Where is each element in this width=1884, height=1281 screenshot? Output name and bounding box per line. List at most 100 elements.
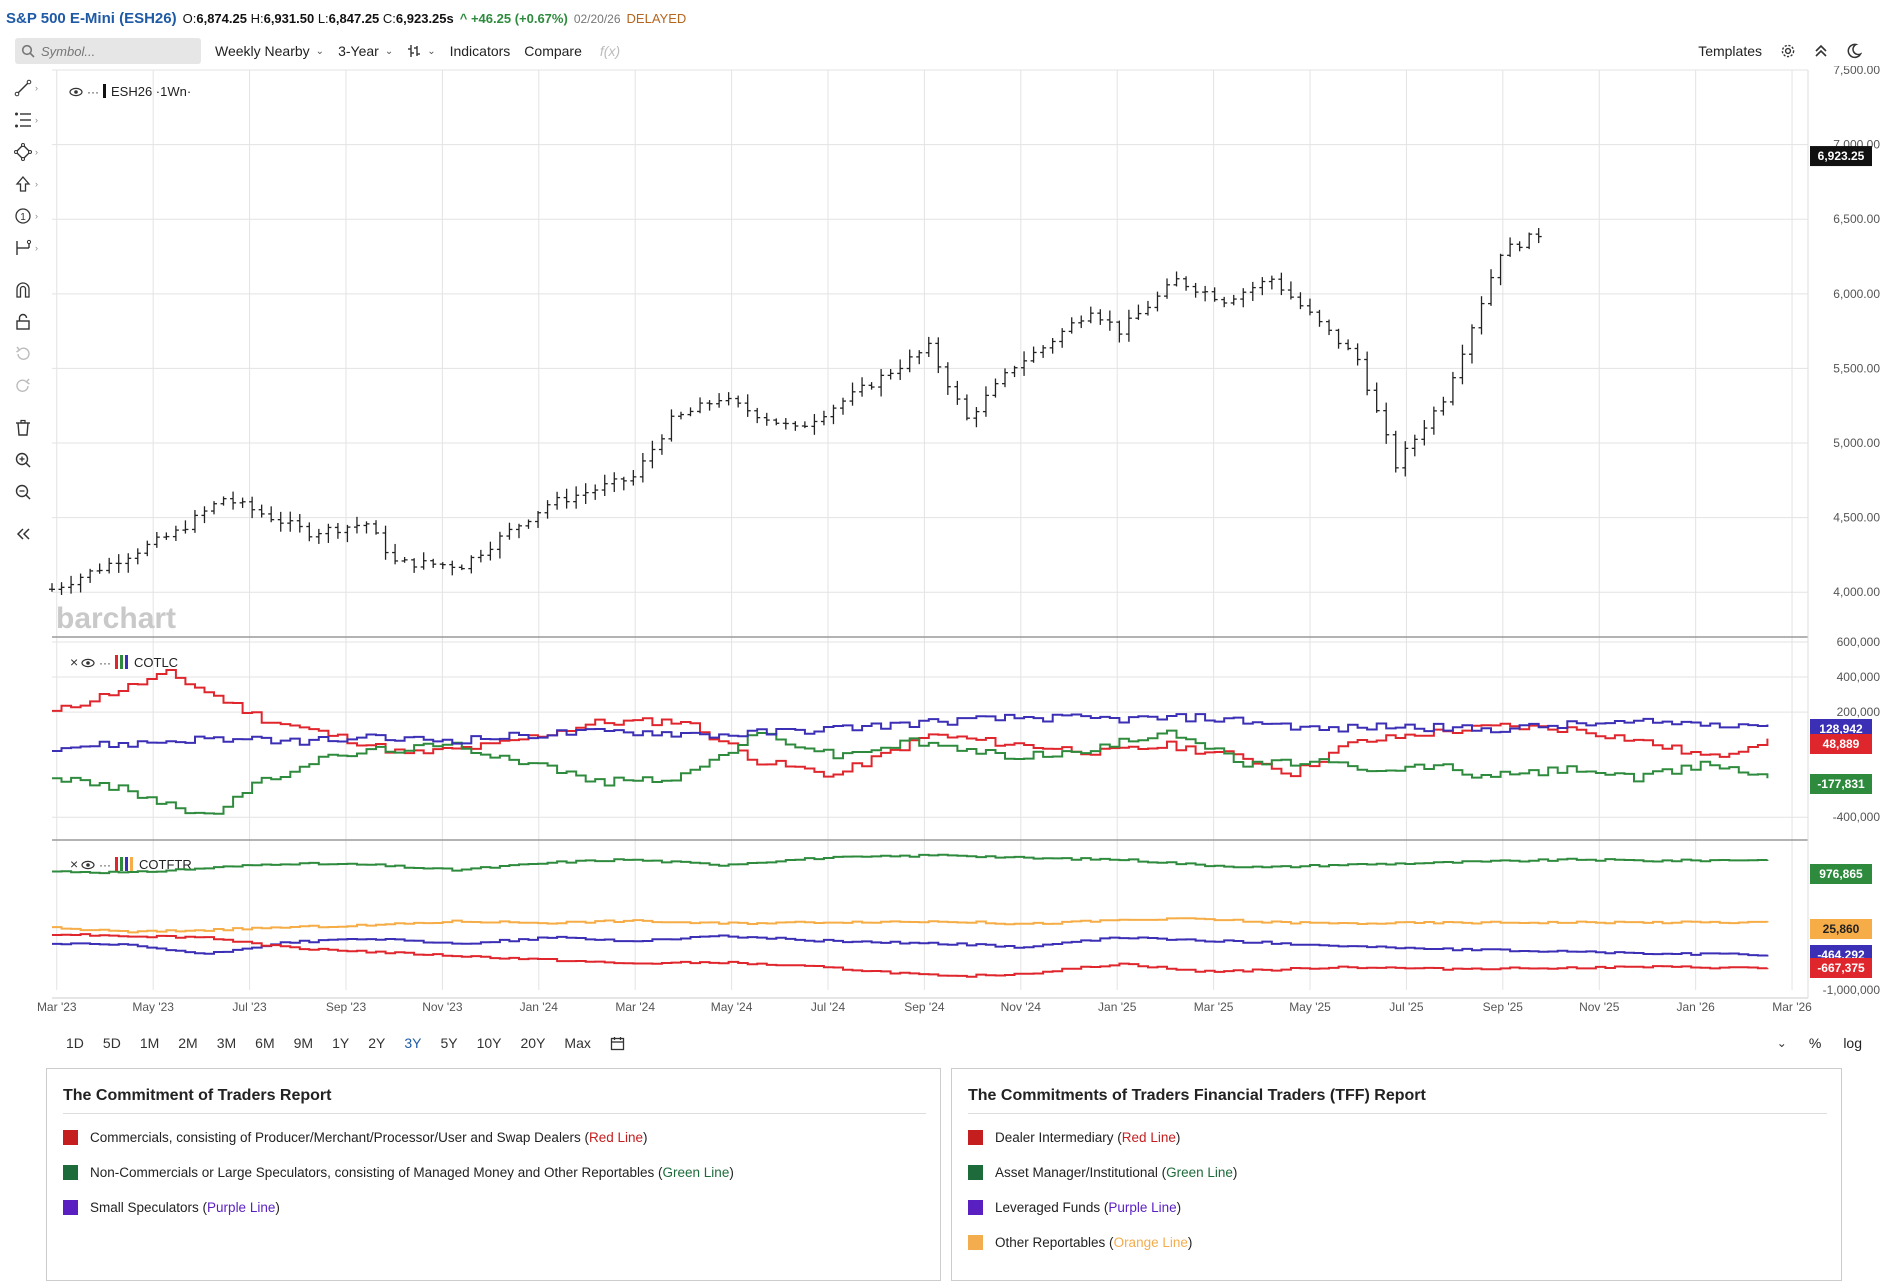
- visibility-eye-icon[interactable]: [81, 658, 95, 668]
- pane-menu-icon[interactable]: ···: [99, 656, 111, 670]
- period-button-3m[interactable]: 3M: [216, 1035, 237, 1051]
- ohlc-bar: [1049, 337, 1056, 354]
- period-button-3y[interactable]: 3Y: [404, 1035, 422, 1051]
- period-button-6m[interactable]: 6M: [255, 1035, 275, 1051]
- percent-scale-button[interactable]: %: [1808, 1035, 1822, 1051]
- ohlc-bar: [716, 393, 723, 408]
- range-dropdown[interactable]: 3-Year ⌄: [338, 43, 394, 59]
- numbered-marker-icon: 1: [15, 208, 31, 224]
- chart-type-dropdown[interactable]: ⌄: [407, 44, 436, 58]
- ohlc-bar: [992, 378, 999, 398]
- period-button-10y[interactable]: 10Y: [476, 1035, 502, 1051]
- period-button-1y[interactable]: 1Y: [332, 1035, 350, 1051]
- cotftr-value-badge: 976,865: [1810, 864, 1872, 884]
- measure-tool[interactable]: ›: [14, 236, 52, 260]
- ohlc-bar: [1002, 368, 1009, 388]
- legend-cot-item: Commercials, consisting of Producer/Merc…: [63, 1120, 940, 1155]
- ohlc-bar: [401, 556, 408, 563]
- ohlc-bar: [1106, 310, 1113, 331]
- cotftr-pane-label: COTFTR: [139, 857, 192, 872]
- ohlc-bar: [382, 525, 389, 560]
- legend-text: Commercials, consisting of Producer/Merc…: [90, 1130, 589, 1145]
- period-button-9m[interactable]: 9M: [293, 1035, 314, 1051]
- function-button[interactable]: f(x): [599, 43, 621, 59]
- ohlc-bar: [773, 418, 780, 426]
- period-button-1d[interactable]: 1D: [66, 1035, 84, 1051]
- ohlc-bar: [1144, 300, 1151, 316]
- lock-tool[interactable]: [14, 310, 52, 334]
- visibility-eye-icon[interactable]: [81, 860, 95, 870]
- legend-close-paren: ): [1176, 1200, 1182, 1215]
- legend-tff-item: Asset Manager/Institutional (Green Line): [968, 1155, 1841, 1190]
- symbol-search[interactable]: [15, 38, 201, 64]
- log-scale-button[interactable]: log: [1843, 1035, 1862, 1051]
- ohlc-bar: [525, 519, 532, 529]
- cotlc-value-badge: 48,889: [1810, 734, 1872, 754]
- bar-chart-type-icon: [408, 45, 421, 57]
- legend-cot-item: Small Speculators (Purple Line): [63, 1190, 940, 1225]
- zoom-in-button[interactable]: [14, 448, 52, 472]
- fibonacci-tool[interactable]: ›: [14, 108, 52, 132]
- legend-text: Dealer Intermediary (: [995, 1130, 1122, 1145]
- legend-close-paren: ): [1232, 1165, 1238, 1180]
- ohlc-bar: [87, 568, 94, 583]
- close-pane-icon[interactable]: ×: [70, 856, 78, 872]
- collapse-sidebar-button[interactable]: [14, 522, 52, 546]
- symbol-input[interactable]: [41, 43, 191, 59]
- x-tick-label: Nov '23: [422, 1000, 463, 1014]
- period-button-5y[interactable]: 5Y: [440, 1035, 458, 1051]
- ohlc-bar: [592, 484, 599, 500]
- ohlc-bar: [344, 524, 351, 543]
- search-icon: [21, 44, 35, 58]
- indicator-color-bar: [115, 655, 118, 669]
- calendar-icon[interactable]: [610, 1036, 625, 1051]
- period-button-5d[interactable]: 5D: [102, 1035, 121, 1051]
- ohlc-bar: [725, 392, 732, 406]
- pane-menu-icon[interactable]: ···: [99, 858, 111, 872]
- ohlc-bar: [353, 516, 360, 534]
- magnet-tool[interactable]: [14, 278, 52, 302]
- trendline-tool[interactable]: ›: [14, 76, 52, 100]
- legend-tff-item: Dealer Intermediary (Red Line): [968, 1120, 1841, 1155]
- x-tick-label: Jul '24: [811, 1000, 846, 1014]
- chart-canvas[interactable]: Mar '23 May '23 Jul '23 Sep '23 Nov '23 Jan '…: [0, 66, 1884, 1028]
- period-button-20y[interactable]: 20Y: [520, 1035, 546, 1051]
- close-pane-icon[interactable]: ×: [70, 654, 78, 670]
- pane-menu-icon[interactable]: ···: [87, 85, 99, 99]
- dark-mode-icon[interactable]: [1846, 43, 1862, 59]
- x-tick-label: Jan '25: [1098, 1000, 1137, 1014]
- visibility-eye-icon[interactable]: [69, 87, 83, 97]
- ohlc-bar: [1268, 275, 1275, 290]
- compare-button[interactable]: Compare: [524, 43, 582, 59]
- indicators-button[interactable]: Indicators: [449, 43, 511, 59]
- legend-close-paren: ): [275, 1200, 280, 1215]
- period-button-2m[interactable]: 2M: [178, 1035, 198, 1051]
- cot-legend-list: Commercials, consisting of Producer/Merc…: [47, 1120, 940, 1225]
- symbol-title[interactable]: S&P 500 E-Mini (ESH26): [6, 10, 177, 27]
- gear-icon[interactable]: [1780, 43, 1796, 59]
- undo-button[interactable]: [14, 342, 52, 366]
- scale-controls: ⌄ % log: [1777, 1032, 1862, 1054]
- period-button-2y[interactable]: 2Y: [368, 1035, 386, 1051]
- collapse-up-icon[interactable]: [1814, 44, 1828, 58]
- svg-text:1: 1: [20, 212, 26, 223]
- period-button-1m[interactable]: 1M: [139, 1035, 160, 1051]
- shapes-tool[interactable]: ›: [14, 140, 52, 164]
- templates-button[interactable]: Templates: [1698, 43, 1762, 59]
- interval-dropdown[interactable]: Weekly Nearby ⌄: [215, 43, 325, 59]
- ohlc-bar: [849, 382, 856, 406]
- x-tick-label: Mar '25: [1194, 1000, 1234, 1014]
- annotation-tool[interactable]: 1 ›: [14, 204, 52, 228]
- ohlc-bar: [839, 397, 846, 415]
- price-y-tick-label: 5,000.00: [1833, 436, 1880, 450]
- expand-chevron-icon[interactable]: ⌄: [1776, 1036, 1787, 1050]
- ohlc-bar: [201, 506, 208, 524]
- delete-drawings-button[interactable]: [14, 416, 52, 440]
- ohlc-bar: [735, 395, 742, 408]
- arrow-tool[interactable]: ›: [14, 172, 52, 196]
- zoom-out-button[interactable]: [14, 480, 52, 504]
- ohlc-bar: [191, 510, 198, 533]
- period-button-max[interactable]: Max: [564, 1035, 591, 1051]
- x-tick-label: Sep '25: [1483, 1000, 1524, 1014]
- redo-button[interactable]: [14, 374, 52, 398]
